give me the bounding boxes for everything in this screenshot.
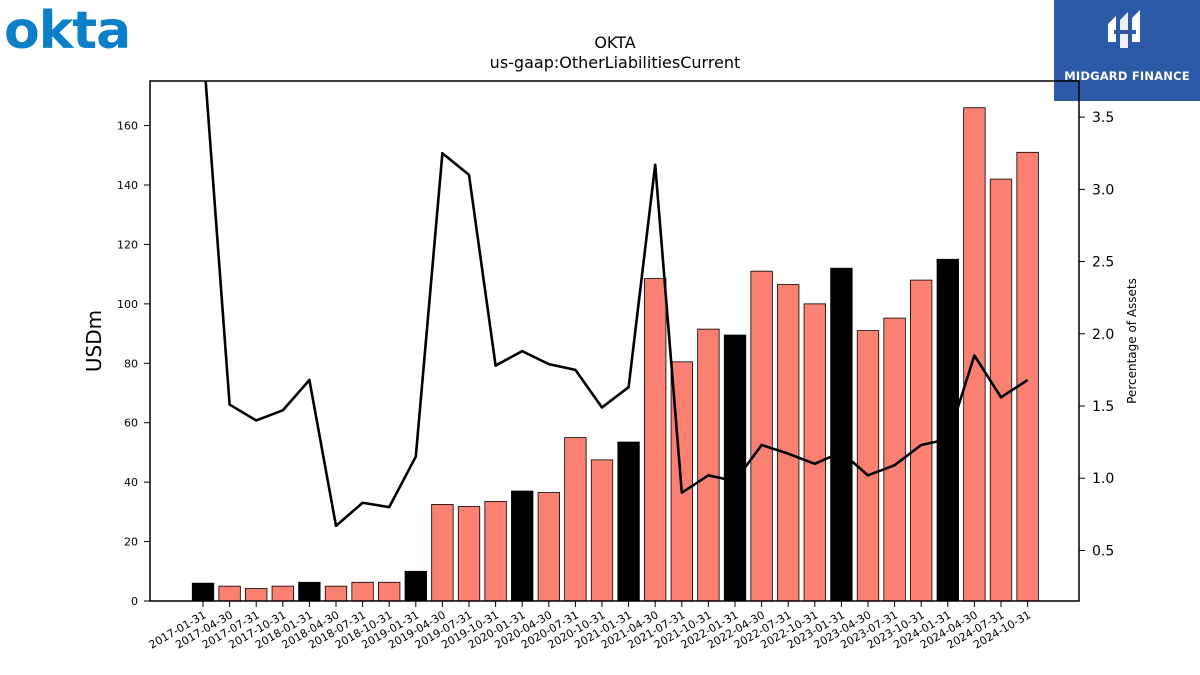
bar-2018-10-31: [378, 581, 401, 602]
y-tick-label: 60: [124, 417, 138, 430]
bar-2021-04-30: [644, 278, 667, 602]
y-axis-label: USDm: [82, 310, 106, 372]
y2-axis: 0.5 1.0 1.5 2.0 2.5 3.0 3.5: [1079, 110, 1114, 559]
plot-frame: [149, 80, 1080, 602]
bar-2018-07-31: [351, 581, 374, 602]
bar-2020-04-30: [537, 492, 560, 602]
y-tick-label: 80: [124, 357, 138, 370]
bar-2019-10-31: [484, 501, 507, 602]
y-axis: 0 20 40 60 80 100 120 140 160: [117, 120, 150, 608]
chart-title: OKTA: [594, 33, 635, 52]
y-tick-label: 160: [117, 120, 138, 133]
y-tick-label: 20: [124, 536, 138, 549]
okta-logo: okta: [4, 6, 131, 54]
bar-2021-01-31: [617, 441, 640, 602]
bar-2017-07-31: [245, 588, 268, 602]
midgard-finance-logo: MIDGARD FINANCE: [1054, 0, 1200, 101]
bar-2020-10-31: [590, 459, 614, 602]
y-tick-label: 140: [117, 179, 138, 192]
chart-subtitle: us-gaap:OtherLiabilitiesCurrent: [490, 53, 741, 72]
x-axis: 2017-01-312017-04-302017-07-312017-10-31…: [147, 601, 1033, 652]
bar-2023-10-31: [910, 279, 933, 602]
bar-2018-04-30: [324, 585, 348, 602]
bar-2022-07-31: [777, 284, 800, 602]
y2-tick-label: 2.5: [1092, 255, 1114, 271]
y-tick-label: 100: [117, 298, 138, 311]
bar-2020-01-31: [511, 490, 534, 602]
bars-group: [191, 107, 1039, 602]
bar-2022-10-31: [803, 303, 826, 602]
bar-2017-04-30: [218, 585, 241, 602]
bar-2018-01-31: [298, 581, 321, 602]
bar-2021-10-31: [697, 328, 720, 602]
bar-2024-10-31: [1016, 151, 1039, 602]
bar-2017-10-31: [271, 585, 294, 602]
bar-2023-04-30: [856, 330, 880, 602]
bar-2019-07-31: [457, 506, 481, 602]
okta-logo-text: okta: [4, 6, 130, 54]
y2-tick-label: 3.0: [1092, 182, 1114, 198]
bar-2024-01-31: [936, 258, 959, 602]
bar-2019-04-30: [431, 504, 454, 602]
y2-tick-label: 0.5: [1092, 543, 1114, 559]
bar-2024-07-31: [989, 178, 1013, 602]
percentage-of-assets-line: [204, 81, 1029, 528]
bar-2023-01-31: [830, 267, 853, 602]
line-group: [204, 81, 1029, 528]
y2-axis-label: Percentage of Assets: [1125, 278, 1139, 404]
y-tick-label: 40: [124, 476, 138, 489]
y-tick-label: 120: [117, 238, 138, 251]
y2-tick-label: 2.0: [1092, 327, 1114, 343]
bar-2019-01-31: [404, 570, 427, 602]
y2-tick-label: 1.0: [1092, 471, 1114, 487]
midgard-finance-label: MIDGARD FINANCE: [1064, 69, 1190, 83]
bar-2020-07-31: [564, 437, 587, 602]
y2-tick-label: 3.5: [1092, 110, 1114, 126]
midgard-emblem-icon: [1108, 10, 1140, 48]
bar-2017-01-31: [191, 582, 215, 602]
y-tick-label: 0: [131, 595, 138, 608]
bar-2022-01-31: [723, 334, 747, 602]
bar-2022-04-30: [750, 270, 773, 602]
y2-tick-label: 1.5: [1092, 399, 1114, 415]
